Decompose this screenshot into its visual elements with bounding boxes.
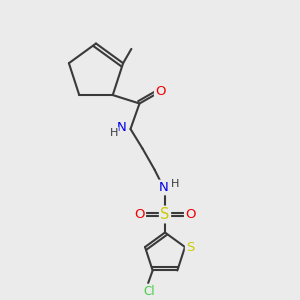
Text: O: O (134, 208, 145, 221)
Text: H: H (170, 179, 179, 189)
Text: N: N (159, 181, 168, 194)
Text: Cl: Cl (143, 285, 154, 298)
Text: N: N (117, 121, 127, 134)
Text: S: S (160, 207, 170, 222)
Text: O: O (155, 85, 166, 98)
Text: O: O (185, 208, 196, 221)
Text: H: H (110, 128, 118, 138)
Text: S: S (186, 241, 195, 254)
